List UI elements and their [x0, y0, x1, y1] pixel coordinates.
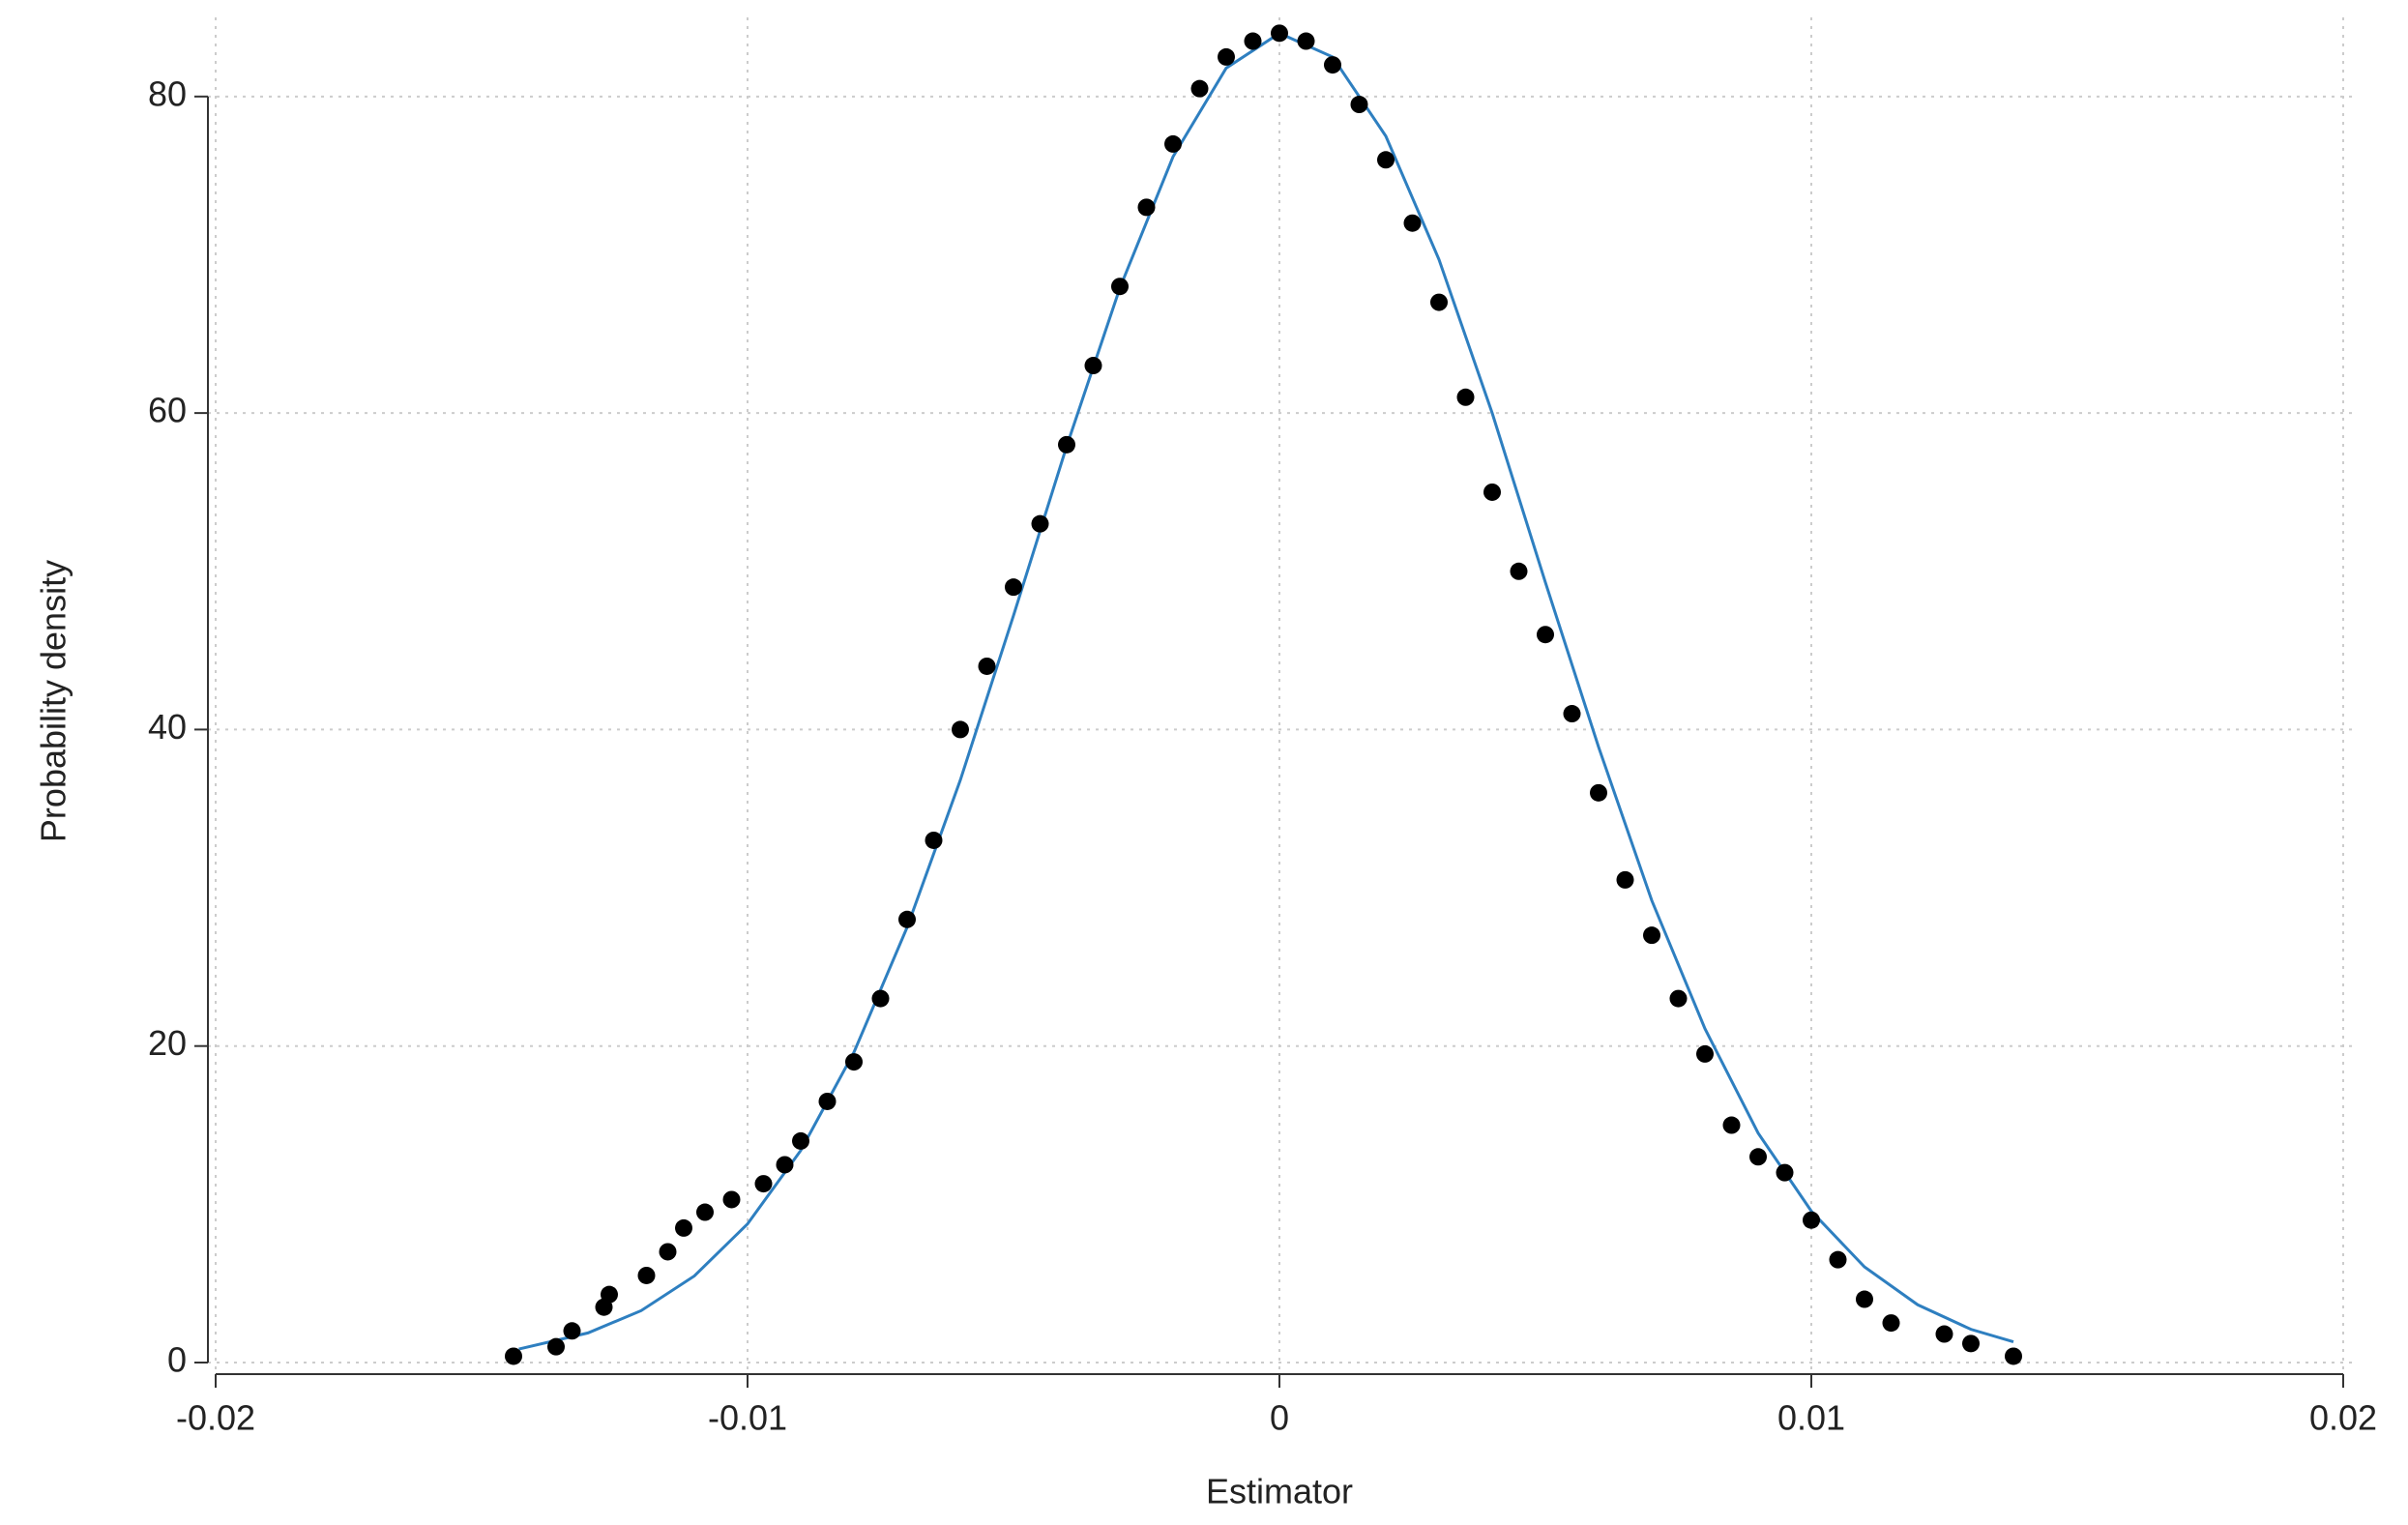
point	[1324, 56, 1341, 74]
point	[1271, 24, 1288, 43]
point	[1430, 293, 1448, 311]
point	[978, 657, 996, 675]
point	[1643, 926, 1660, 945]
y-tick-label: 20	[148, 1023, 187, 1063]
point	[1856, 1290, 1873, 1308]
x-tick-label: -0.02	[176, 1398, 255, 1438]
point	[1935, 1325, 1953, 1343]
point	[1669, 989, 1688, 1008]
point	[1190, 79, 1209, 98]
point	[871, 989, 890, 1008]
x-axis-title: Estimator	[1206, 1472, 1353, 1511]
point	[1350, 96, 1368, 114]
point	[1722, 1116, 1741, 1134]
x-tick-label: 0	[1270, 1398, 1289, 1438]
point	[1803, 1211, 1820, 1229]
point	[2005, 1347, 2022, 1365]
point	[1084, 357, 1102, 375]
point	[776, 1156, 794, 1174]
point	[1218, 47, 1235, 66]
point	[1005, 578, 1022, 597]
point	[722, 1190, 741, 1209]
point	[1696, 1044, 1714, 1063]
y-tick-label: 60	[148, 391, 187, 430]
point	[925, 831, 943, 849]
point	[1590, 783, 1607, 802]
point	[1111, 278, 1129, 296]
point	[1058, 435, 1075, 454]
point	[659, 1243, 677, 1261]
point	[1510, 562, 1528, 580]
point	[754, 1175, 773, 1193]
point	[898, 910, 916, 928]
point	[547, 1337, 565, 1356]
y-axis-title: Probability density	[34, 560, 73, 842]
point	[792, 1131, 809, 1150]
point	[601, 1285, 618, 1304]
point	[1962, 1334, 1980, 1353]
point	[1403, 214, 1422, 232]
density-curve	[518, 31, 2014, 1351]
point	[818, 1092, 837, 1110]
x-tick-label: 0.01	[1777, 1398, 1845, 1438]
point	[1829, 1250, 1847, 1269]
point	[563, 1322, 581, 1340]
point	[845, 1053, 863, 1071]
point	[1137, 198, 1156, 217]
point	[1616, 870, 1634, 889]
point	[1483, 483, 1501, 501]
point	[675, 1218, 692, 1237]
point	[952, 720, 969, 739]
point	[1537, 626, 1554, 644]
point	[1563, 705, 1581, 723]
point	[1749, 1148, 1767, 1166]
point	[1164, 134, 1182, 153]
point	[1377, 151, 1395, 169]
point	[505, 1347, 522, 1365]
y-tick-label: 0	[167, 1340, 187, 1380]
point	[696, 1203, 714, 1221]
point	[1882, 1314, 1900, 1333]
point	[1031, 514, 1049, 533]
y-tick-label: 40	[148, 707, 187, 747]
y-tick-label: 80	[148, 73, 187, 113]
x-tick-label: 0.02	[2309, 1398, 2377, 1438]
x-tick-label: -0.01	[708, 1398, 787, 1438]
point	[1297, 32, 1315, 50]
point	[1456, 388, 1475, 406]
point	[1244, 32, 1262, 50]
point	[1776, 1163, 1794, 1182]
point	[637, 1266, 656, 1284]
